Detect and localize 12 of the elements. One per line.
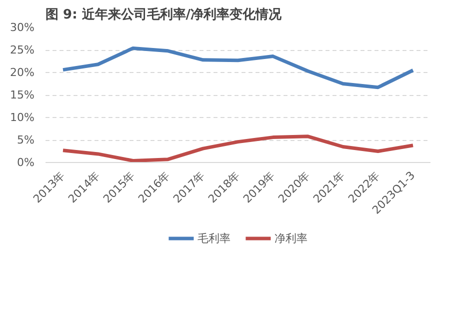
y-tick-label: 30% bbox=[10, 21, 35, 34]
y-tick-label: 25% bbox=[10, 44, 35, 56]
y-tick-label: 5% bbox=[17, 134, 34, 146]
y-tick-label: 15% bbox=[10, 88, 35, 102]
line-series bbox=[61, 134, 415, 162]
chart-title: 图 9: 近年来公司毛利率/净利率变化情况 bbox=[46, 6, 283, 22]
line-series bbox=[61, 46, 415, 90]
y-tick-label: 10% bbox=[10, 111, 35, 124]
y-tick-label: 0% bbox=[17, 156, 34, 169]
legend-label: 毛利率 bbox=[198, 232, 231, 245]
y-tick-label: 20% bbox=[10, 66, 35, 79]
legend-label: 净利率 bbox=[274, 232, 308, 245]
